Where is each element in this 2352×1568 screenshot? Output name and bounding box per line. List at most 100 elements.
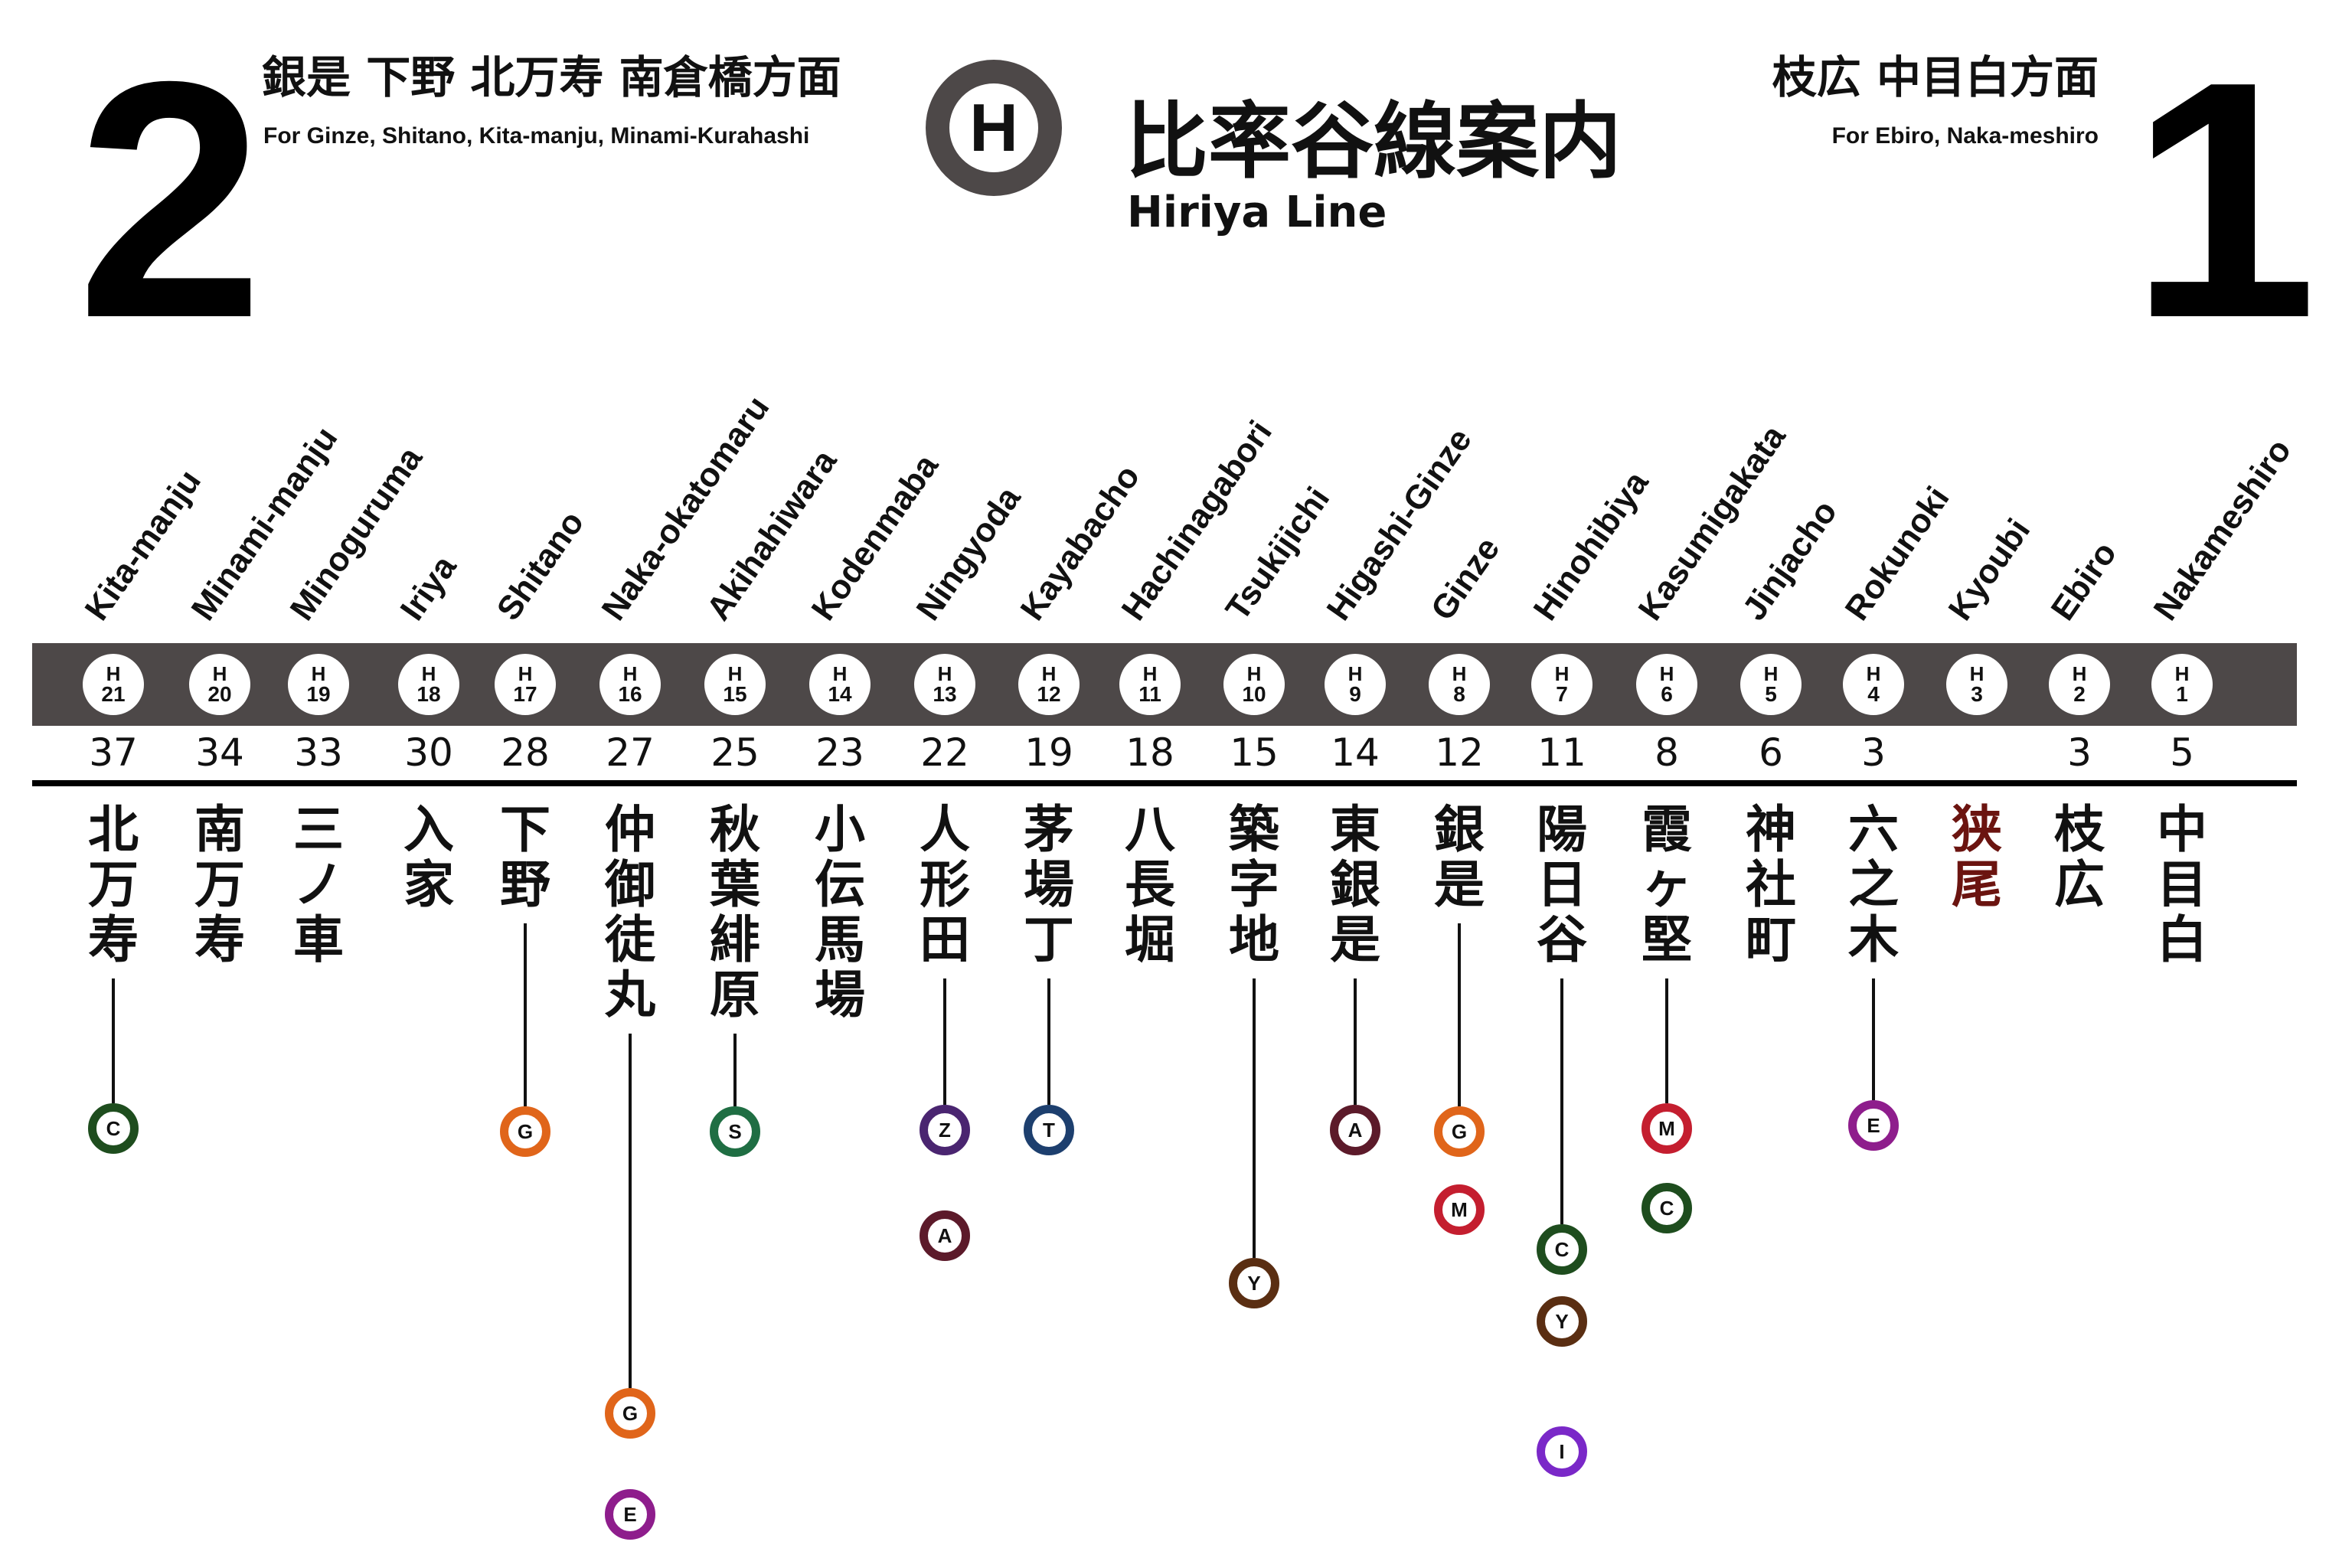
transfer-connector-line xyxy=(1665,978,1668,1103)
station-name-jp: 仲御徒丸 xyxy=(605,800,655,1024)
station-code-letter: H xyxy=(832,662,848,685)
transfer-line-c-icon: C xyxy=(1537,1224,1587,1275)
transfer-line-c-icon: C xyxy=(88,1103,139,1154)
station-travel-minutes: 18 xyxy=(1125,730,1174,775)
transfer-line-e-icon: E xyxy=(605,1489,655,1540)
station-number-badge: H 21 xyxy=(83,654,144,715)
station-code-letter: H xyxy=(727,662,743,685)
transfer-connector-line xyxy=(1253,978,1256,1258)
station-travel-minutes: 12 xyxy=(1435,730,1484,775)
station-name-jp: 築字地 xyxy=(1229,800,1279,969)
station-code-number: 11 xyxy=(1138,682,1161,706)
station-travel-minutes: 22 xyxy=(920,730,969,775)
station-number-badge: H 15 xyxy=(704,654,766,715)
line-letter-icon: H xyxy=(949,83,1038,172)
station-code-letter: H xyxy=(1348,662,1363,685)
transfer-line-a-icon: A xyxy=(920,1210,970,1261)
station-code-letter: H xyxy=(1866,662,1881,685)
station-name-jp: 中目白 xyxy=(2157,800,2207,969)
station-travel-minutes: 34 xyxy=(195,730,244,775)
station-travel-minutes: 27 xyxy=(606,730,655,775)
transfer-line-y-icon: Y xyxy=(1229,1258,1279,1308)
station-name-jp: 三ノ車 xyxy=(293,800,344,969)
station-travel-minutes: 15 xyxy=(1230,730,1279,775)
station-code-letter: H xyxy=(421,662,436,685)
station-code-number: 19 xyxy=(306,682,331,706)
station-code-letter: H xyxy=(2174,662,2190,685)
station-code-number: 5 xyxy=(1765,682,1777,706)
station-name-jp: 八長堀 xyxy=(1125,800,1175,969)
station-code-number: 15 xyxy=(723,682,747,706)
station-travel-minutes: 37 xyxy=(89,730,138,775)
station-travel-minutes: 28 xyxy=(501,730,550,775)
station-travel-minutes: 11 xyxy=(1537,730,1586,775)
hiriya-line-logo: H xyxy=(926,60,1062,196)
station-code-letter: H xyxy=(1969,662,1984,685)
station-name-jp: 小伝馬場 xyxy=(815,800,865,1024)
current-station-name-jp: 狭尾 xyxy=(1952,800,2002,914)
station-number-badge: H 18 xyxy=(398,654,459,715)
platform-1-number: 1 xyxy=(2130,12,2318,388)
platform-2-destinations-jp: 銀是 下野 北万寿 南倉橋方面 xyxy=(262,51,841,103)
station-number-badge: H 19 xyxy=(288,654,349,715)
transfer-line-y-icon: Y xyxy=(1537,1296,1587,1347)
line-title-jp: 比率谷線案内 xyxy=(1125,94,1622,190)
station-travel-minutes: 5 xyxy=(2170,730,2194,775)
station-code-number: 4 xyxy=(1867,682,1880,706)
transfer-line-g-icon: G xyxy=(1434,1106,1485,1157)
station-name-en: Shitano xyxy=(489,504,592,628)
station-name-jp: 茅場丁 xyxy=(1024,800,1074,969)
station-code-letter: H xyxy=(2072,662,2087,685)
station-code-letter: H xyxy=(1246,662,1262,685)
station-travel-minutes: 25 xyxy=(710,730,760,775)
transfer-connector-line xyxy=(629,1034,632,1388)
station-code-number: 2 xyxy=(2073,682,2086,706)
transfer-line-t-icon: T xyxy=(1024,1105,1074,1155)
line-logo-letter: H xyxy=(969,90,1018,165)
station-code-number: 21 xyxy=(101,682,126,706)
station-travel-minutes: 33 xyxy=(294,730,343,775)
station-code-number: 3 xyxy=(1971,682,1983,706)
station-code-letter: H xyxy=(1659,662,1674,685)
station-code-letter: H xyxy=(1763,662,1779,685)
station-number-badge: H 14 xyxy=(809,654,871,715)
transfer-line-m-icon: M xyxy=(1642,1103,1692,1154)
divider-rule xyxy=(32,780,2297,786)
transfer-connector-line xyxy=(1872,978,1875,1100)
station-travel-minutes: 19 xyxy=(1024,730,1073,775)
station-code-number: 8 xyxy=(1453,682,1465,706)
station-code-letter: H xyxy=(1142,662,1158,685)
transfer-line-e-icon: E xyxy=(1848,1100,1899,1151)
station-name-jp: 陽日谷 xyxy=(1537,800,1587,969)
station-name-jp: 下野 xyxy=(500,800,550,914)
platform-1-destinations-jp: 枝広 中目白方面 xyxy=(1772,51,2099,103)
transfer-line-m-icon: M xyxy=(1434,1184,1485,1235)
station-travel-minutes: 23 xyxy=(815,730,864,775)
station-travel-minutes: 8 xyxy=(1655,730,1679,775)
transfer-connector-line xyxy=(1458,923,1461,1106)
station-name-en: Rokunoki xyxy=(1838,479,1957,628)
station-name-en: Kyoubi xyxy=(1941,511,2038,628)
platform-2-number: 2 xyxy=(77,12,264,388)
station-travel-minutes: 6 xyxy=(1759,730,1783,775)
station-code-letter: H xyxy=(622,662,638,685)
station-code-number: 7 xyxy=(1556,682,1568,706)
station-name-jp: 南万寿 xyxy=(194,800,245,969)
station-code-number: 14 xyxy=(828,682,852,706)
station-code-number: 16 xyxy=(618,682,642,706)
transfer-line-a-icon: A xyxy=(1330,1105,1380,1155)
station-code-letter: H xyxy=(937,662,952,685)
station-name-jp: 人形田 xyxy=(920,800,970,969)
station-code-number: 9 xyxy=(1349,682,1361,706)
station-name-jp: 枝広 xyxy=(2054,800,2105,914)
station-name-en: Ebiro xyxy=(2043,534,2125,628)
station-name-en: Ginze xyxy=(1423,530,1508,628)
transfer-connector-line xyxy=(733,1034,737,1106)
station-name-jp: 霞ヶ堅 xyxy=(1642,800,1692,969)
station-number-badge: H 17 xyxy=(495,654,556,715)
transfer-line-s-icon: S xyxy=(710,1106,760,1157)
